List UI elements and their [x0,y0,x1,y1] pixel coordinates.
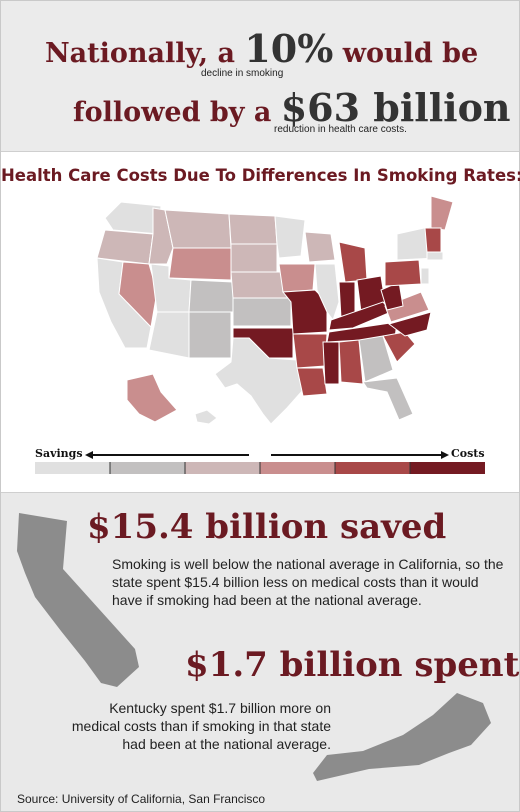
state-louisiana [296,367,328,397]
state-new-mexico [188,311,232,359]
legend-swatch-1 [35,462,110,474]
state-kansas [232,297,292,327]
state-mississippi [322,341,340,385]
state-wyoming [168,247,232,281]
legend-savings-label: Savings [35,447,83,460]
state-kentucky [328,301,392,331]
headline-1-suffix: would be [342,38,479,69]
state-colorado [188,279,234,313]
state-pennsylvania [384,259,422,287]
kentucky-silhouette [313,693,491,781]
state-south-dakota [230,243,278,273]
state-wisconsin [304,231,336,263]
source-credit: Source: University of California, San Fr… [17,792,266,806]
legend-swatch-5 [335,462,410,474]
header-panel: Nationally, a 10% would be decline in sm… [1,1,519,152]
california-amount: $15.4 billion saved [87,507,447,547]
legend-swatch-2 [110,462,185,474]
legend-scale [35,462,485,474]
state-florida [362,377,414,421]
kentucky-description: Kentucky spent $1.7 billion more on medi… [71,700,331,752]
state-minnesota [274,215,306,259]
headline-line-2: followed by a $63 billion [73,85,511,130]
reduction-amount: $63 billion [280,85,511,130]
state-nevada [118,261,158,329]
legend-costs-label: Costs [451,447,485,460]
state-hawaii [194,409,218,425]
state-vermont-nh [424,227,442,253]
legend-swatch-6 [410,462,485,474]
legend-arrows [85,451,449,459]
state-north-dakota [228,213,278,245]
headline-2-prefix: followed by a [73,97,272,128]
state-georgia [358,335,394,383]
map-panel: Health Care Costs Due To Differences In … [1,152,520,493]
headline-line-1: Nationally, a 10% would be [45,26,478,71]
state-montana [164,209,232,249]
state-virginia [384,291,430,323]
state-arkansas [292,333,328,369]
state-massachusetts [426,251,444,261]
map-title: Health Care Costs Due To Differences In … [1,166,520,185]
state-arizona [148,311,190,359]
legend-swatch-3 [185,462,260,474]
kentucky-amount: $1.7 billion spent [185,645,520,685]
details-panel: $15.4 billion saved Smoking is well belo… [1,493,519,811]
state-new-jersey [420,267,430,285]
us-map [35,195,485,474]
headline-1-prefix: Nationally, a [45,38,235,69]
reduction-caption: reduction in health care costs. [274,124,407,135]
state-alabama [338,339,364,385]
state-texas [214,337,304,425]
decline-percentage: 10% [244,26,334,71]
decline-caption: decline in smoking [201,68,284,79]
california-description: Smoking is well below the national avera… [112,556,504,608]
state-missouri [282,289,328,335]
legend-swatch-4 [260,462,335,474]
state-michigan [338,241,368,283]
state-washington [104,201,162,235]
state-south-carolina [382,331,416,363]
state-north-carolina [387,311,432,337]
state-maine [430,195,454,231]
california-silhouette [17,513,139,687]
state-iowa [278,263,316,293]
state-alaska [126,373,178,423]
